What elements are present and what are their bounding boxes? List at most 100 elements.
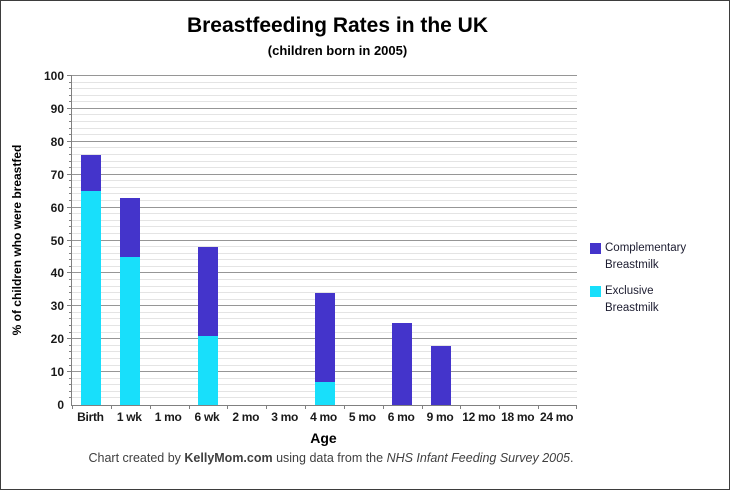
y-axis-tick: [67, 75, 72, 76]
y-axis-tick: [69, 200, 72, 202]
y-tick-label: 20: [50, 332, 64, 347]
y-axis-tick: [69, 219, 72, 221]
bar-segment-exclusive-1-wk: [120, 256, 141, 405]
x-axis-tick: [72, 405, 73, 409]
bar-segment-complementary-1-wk: [120, 197, 141, 257]
bar-segment-complementary-9-mo: [431, 345, 452, 405]
y-axis-tick: [67, 305, 72, 307]
legend-label-complementary: Complementary Breastmilk: [605, 240, 686, 274]
y-tick-label: 30: [50, 299, 64, 314]
gridline-minor: [72, 186, 577, 188]
y-axis-tick: [69, 390, 72, 392]
gridline-major: [72, 173, 577, 175]
caption-source: NHS Infant Feeding Survey 2005: [386, 451, 571, 465]
gridline-minor: [72, 94, 577, 96]
y-axis-tick: [69, 331, 72, 333]
chart-title: Breastfeeding Rates in the UK: [186, 14, 489, 37]
gridline-minor: [72, 232, 577, 234]
legend-label-exclusive: Exclusive Breastmilk: [605, 283, 659, 317]
y-axis-title: % of children who were breastfed: [10, 144, 24, 336]
y-axis-tick: [67, 173, 72, 175]
y-axis-tick: [69, 88, 72, 90]
x-tick-label: 1 mo: [154, 410, 182, 424]
gridline-minor: [72, 153, 577, 155]
x-tick-label: 18 mo: [501, 410, 535, 424]
y-tick-label: 0: [57, 398, 64, 412]
x-axis-tick: [110, 405, 112, 409]
y-tick-label: 60: [50, 200, 64, 215]
y-axis-tick: [69, 226, 72, 228]
x-axis-tick: [266, 405, 268, 409]
gridline-minor: [72, 101, 577, 103]
gridline-minor: [72, 285, 577, 287]
x-tick-label: 12 mo: [462, 410, 496, 424]
x-tick-label: 6 mo: [387, 410, 415, 424]
y-axis-tick: [69, 377, 72, 379]
x-axis-tick: [460, 405, 462, 409]
y-axis-tick: [69, 278, 72, 280]
x-tick-label: 4 mo: [310, 410, 337, 424]
y-axis-tick: [69, 292, 72, 294]
gridline-minor: [72, 259, 577, 261]
y-tick-label: 90: [50, 101, 64, 116]
y-axis-tick: [67, 239, 72, 241]
y-axis-tick: [67, 371, 72, 373]
y-axis-tick: [69, 94, 72, 96]
caption: Chart created by KellyMom.com using data…: [1, 451, 661, 465]
bar-segment-complementary-birth: [81, 154, 102, 192]
gridline-minor: [72, 200, 577, 202]
x-axis-tick: [305, 405, 307, 409]
y-axis-tick: [69, 193, 72, 195]
caption-brand: KellyMom.com: [184, 451, 273, 465]
gridline-minor: [72, 127, 577, 129]
y-axis-tick: [69, 325, 72, 327]
gridline-minor: [72, 160, 577, 162]
y-axis-tick: [67, 338, 72, 340]
x-tick-label: 9 mo: [426, 410, 454, 424]
bar-segment-exclusive-6-wk: [197, 335, 218, 405]
gridline-minor: [72, 219, 577, 221]
y-axis-tick: [69, 364, 72, 366]
y-tick-label: 50: [50, 233, 64, 248]
gridline-major: [72, 75, 577, 76]
x-axis-tick: [227, 405, 229, 409]
gridline-major: [72, 107, 577, 109]
y-axis-tick: [69, 252, 72, 254]
y-axis-tick: [69, 121, 72, 123]
x-axis-tick: [343, 405, 345, 409]
gridline-minor: [72, 114, 577, 116]
legend-label-line2: Breastmilk: [605, 302, 659, 314]
gridline-minor: [72, 121, 577, 123]
x-axis-tick: [382, 405, 384, 409]
gridline-minor: [72, 134, 577, 136]
y-axis-tick: [69, 213, 72, 215]
gridline-minor: [72, 252, 577, 254]
x-axis-tick: [499, 405, 501, 409]
caption-prefix: Chart created by: [88, 451, 185, 465]
y-axis-tick: [69, 259, 72, 261]
y-axis-tick: [69, 186, 72, 188]
gridline-major: [72, 239, 577, 241]
x-axis-tick: [188, 405, 190, 409]
x-tick-label: 24 mo: [539, 410, 574, 424]
gridline-minor: [72, 193, 577, 195]
y-tick-label: 70: [50, 167, 64, 182]
y-axis-tick: [69, 311, 72, 313]
y-tick-label: 80: [50, 134, 64, 149]
gridline-minor: [72, 292, 577, 294]
y-axis-tick: [69, 114, 72, 116]
y-axis-tick: [69, 160, 72, 162]
y-axis-tick: [69, 285, 72, 287]
legend-swatch-exclusive-icon: [590, 286, 601, 297]
gridline-major: [72, 140, 577, 142]
x-tick-label: 6 wk: [194, 410, 220, 424]
y-axis-tick: [69, 357, 72, 359]
x-tick-label: 3 mo: [271, 410, 299, 424]
y-axis-tick: [69, 318, 72, 320]
caption-middle: using data from the: [272, 451, 387, 465]
bar-segment-complementary-6-wk: [197, 247, 218, 336]
y-tick-label: 100: [43, 69, 64, 83]
y-axis-tick: [69, 265, 72, 267]
y-axis-tick: [67, 107, 72, 109]
gridline-minor: [72, 278, 577, 280]
